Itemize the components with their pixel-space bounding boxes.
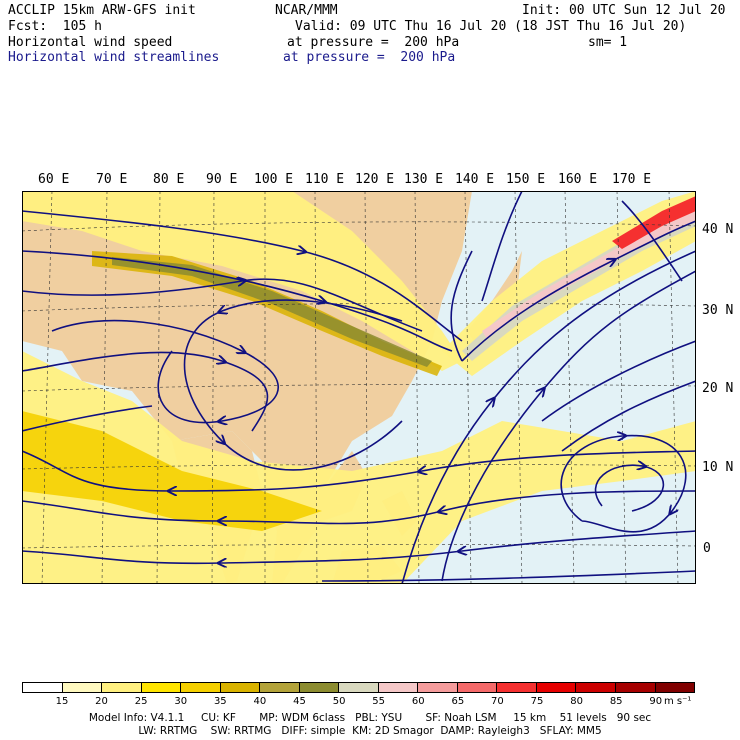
lon-label: 60 E [38, 172, 70, 187]
lat-label: 20 N [702, 381, 734, 396]
lat-label: 30 N [702, 303, 734, 318]
lon-label: 80 E [153, 172, 185, 187]
lon-label: 140 E [455, 172, 495, 187]
lat-label: 10 N [702, 460, 734, 475]
lon-label: 120 E [355, 172, 395, 187]
color-bar-label: 40 [253, 696, 267, 707]
color-bar-label: 70 [491, 696, 504, 707]
color-bar-swatch [535, 683, 576, 692]
color-bar-swatch [259, 683, 299, 692]
color-bar-label: 50 [332, 696, 346, 707]
lon-label: 110 E [305, 172, 345, 187]
lon-label: 130 E [404, 172, 444, 187]
color-bar-label: 60 [411, 696, 425, 707]
color-bar-swatch [575, 683, 615, 692]
color-bar-unit: m s⁻¹ [664, 696, 692, 707]
color-bar-swatch [654, 683, 695, 692]
color-bar-label: 55 [372, 696, 386, 707]
color-bar-swatch [377, 683, 418, 692]
valid-time: Valid: 09 UTC Thu 16 Jul 20 (18 JST Thu … [295, 19, 687, 34]
lon-label: 90 E [206, 172, 238, 187]
field1-name: Horizontal wind speed [8, 35, 173, 50]
color-bar-swatch [417, 683, 457, 692]
lat-label: 40 N [702, 222, 734, 237]
lon-label: 70 E [96, 172, 128, 187]
color-bar-label: 35 [213, 696, 227, 707]
lon-label: 100 E [254, 172, 294, 187]
color-bar-swatch [219, 683, 260, 692]
model-info: Model Info: V4.1.1 CU: KF MP: WDM 6class… [88, 712, 652, 724]
color-bar [22, 682, 695, 693]
color-bar-swatch [496, 683, 536, 692]
color-bar-swatch [614, 683, 655, 692]
color-bar-label: 30 [174, 696, 188, 707]
jet-asia [22, 191, 462, 371]
color-bar-label: 15 [55, 696, 69, 707]
color-bar-label: 45 [293, 696, 306, 707]
color-bar-label: 85 [609, 696, 623, 707]
color-bar-label: 75 [530, 696, 544, 707]
model-title: ACCLIP 15km ARW-GFS init [8, 3, 196, 18]
forecast-hour: Fcst: 105 h [8, 19, 102, 34]
color-bar-swatch [338, 683, 378, 692]
physics-info: LW: RRTMG SW: RRTMG DIFF: simple KM: 2D … [138, 725, 602, 737]
color-bar-label: 20 [95, 696, 108, 707]
color-bar-label: 25 [134, 696, 148, 707]
field2-level: at pressure = 200 hPa [283, 50, 456, 65]
lon-label: 160 E [558, 172, 598, 187]
jet-pacific-max [612, 196, 696, 249]
color-bar-label: 80 [570, 696, 583, 707]
color-bar-swatch [180, 683, 220, 692]
color-bar-label: 65 [451, 696, 465, 707]
lat-label: 0 [703, 541, 711, 556]
field1-smoothing: sm= 1 [588, 35, 628, 50]
color-bar-swatch [61, 683, 102, 692]
color-bar-label: 90 [649, 696, 663, 707]
jet-asia-max [112, 257, 432, 367]
color-bar-swatch [298, 683, 339, 692]
init-time: Init: 00 UTC Sun 12 Jul 20 [522, 3, 726, 18]
wind-map [22, 191, 696, 584]
field1-level: at pressure = 200 hPa [287, 35, 460, 50]
color-bar-swatch [101, 683, 141, 692]
color-bar-swatch [23, 683, 62, 692]
lon-label: 170 E [612, 172, 652, 187]
streamlines [22, 191, 696, 584]
field2-name: Horizontal wind streamlines [8, 50, 220, 65]
lon-label: 150 E [506, 172, 546, 187]
easterly-jet [22, 351, 696, 584]
color-bar-swatch [456, 683, 497, 692]
color-bar-swatch [140, 683, 181, 692]
center-label: NCAR/MMM [275, 3, 338, 18]
